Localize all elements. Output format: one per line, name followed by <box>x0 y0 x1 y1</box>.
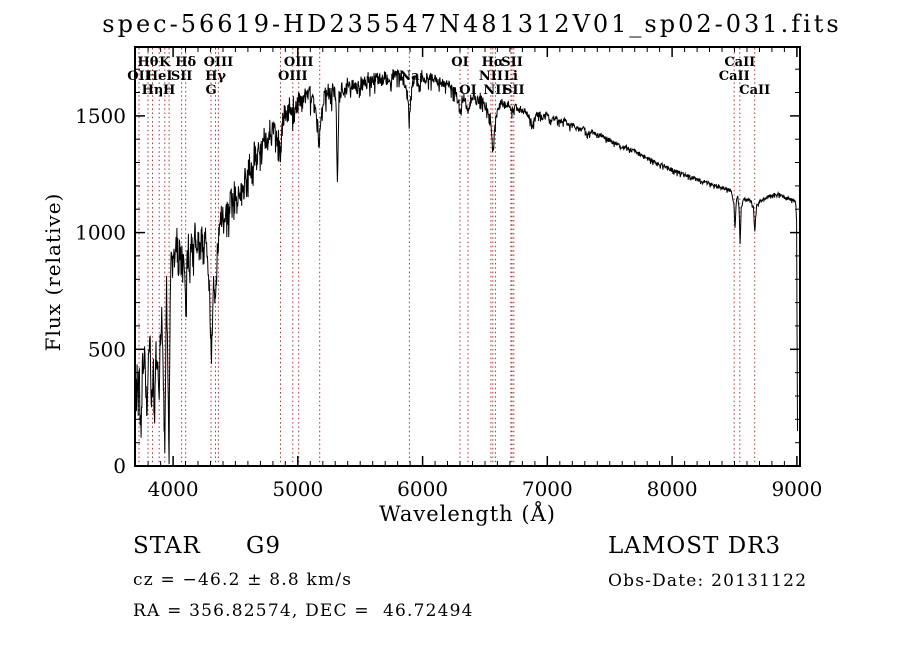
x-tick-label: 8000 <box>647 477 698 501</box>
spectral-line-label: SII <box>503 83 525 98</box>
obs-date: Obs-Date: 20131122 <box>608 571 808 591</box>
spectral-line-label: Hγ <box>205 69 226 84</box>
x-tick-label: 4000 <box>148 477 199 501</box>
plot-border <box>134 46 801 467</box>
spectral-line-label: SII <box>171 69 193 84</box>
spectral-line-label: OIII <box>204 55 234 70</box>
spectral-line-label: G <box>205 83 216 98</box>
x-tick-label: 7000 <box>522 477 573 501</box>
survey-release: LAMOST DR3 <box>608 533 782 559</box>
plot-title: spec-56619-HD235547N481312V01_sp02-031.f… <box>102 10 842 38</box>
spectral-line-markers <box>138 48 756 465</box>
spectral-line-label: SII <box>501 55 523 70</box>
spectral-line-label: Hη <box>142 83 164 98</box>
y-tick-label: 0 <box>113 454 126 478</box>
spectral-line-label: Hα <box>482 55 504 70</box>
object-subclass: G9 <box>246 533 282 559</box>
y-tick-label: 1000 <box>75 221 126 245</box>
y-tick-label: 1500 <box>75 104 126 128</box>
y-tick-label: 500 <box>88 337 126 361</box>
spectrum-trace-group <box>135 69 798 465</box>
spectral-line-label: NII <box>479 69 503 84</box>
spectral-line-label: Hθ <box>138 55 159 70</box>
spectral-line-label: OI <box>451 55 468 70</box>
spectral-line-label: K <box>159 55 171 70</box>
spectral-line-label: OIII <box>278 69 308 84</box>
spectral-line-label: CaII <box>724 55 755 70</box>
spectral-line-labels: OIIHθHηHeIKHSIIHδGHγOIIIOIIIOIIINaOIOINI… <box>127 55 770 98</box>
spectral-line-label: Li <box>504 69 518 84</box>
x-tick-label: 6000 <box>397 477 448 501</box>
ra-dec: RA = 356.82574, DEC = 46.72494 <box>133 601 474 621</box>
tick-labels-group: 4000 5000 6000 7000 8000 9000 0 500 1000 1500 <box>75 104 822 501</box>
spectral-line-label: OIII <box>284 55 314 70</box>
spectral-line-label: HeI <box>146 69 173 84</box>
x-tick-label: 5000 <box>272 477 323 501</box>
radial-velocity: cz = −46.2 ± 8.8 km/s <box>133 570 353 590</box>
spectral-line-label: Hδ <box>175 55 196 70</box>
axes-group <box>134 46 801 467</box>
x-axis-title: Wavelength (Å) <box>379 502 556 526</box>
spectral-line-label: NII <box>483 83 507 98</box>
spectral-line-label: OII <box>127 69 151 84</box>
spectral-line-label: CaII <box>739 83 770 98</box>
y-axis-title: Flux (relative) <box>41 192 65 352</box>
spectrum-trace <box>135 69 798 465</box>
x-tick-label: 9000 <box>771 477 822 501</box>
object-class: STAR <box>133 533 201 559</box>
spectral-line-label: Na <box>399 69 420 84</box>
spectral-line-label: H <box>163 83 175 98</box>
spectral-line-label: CaII <box>719 69 750 84</box>
